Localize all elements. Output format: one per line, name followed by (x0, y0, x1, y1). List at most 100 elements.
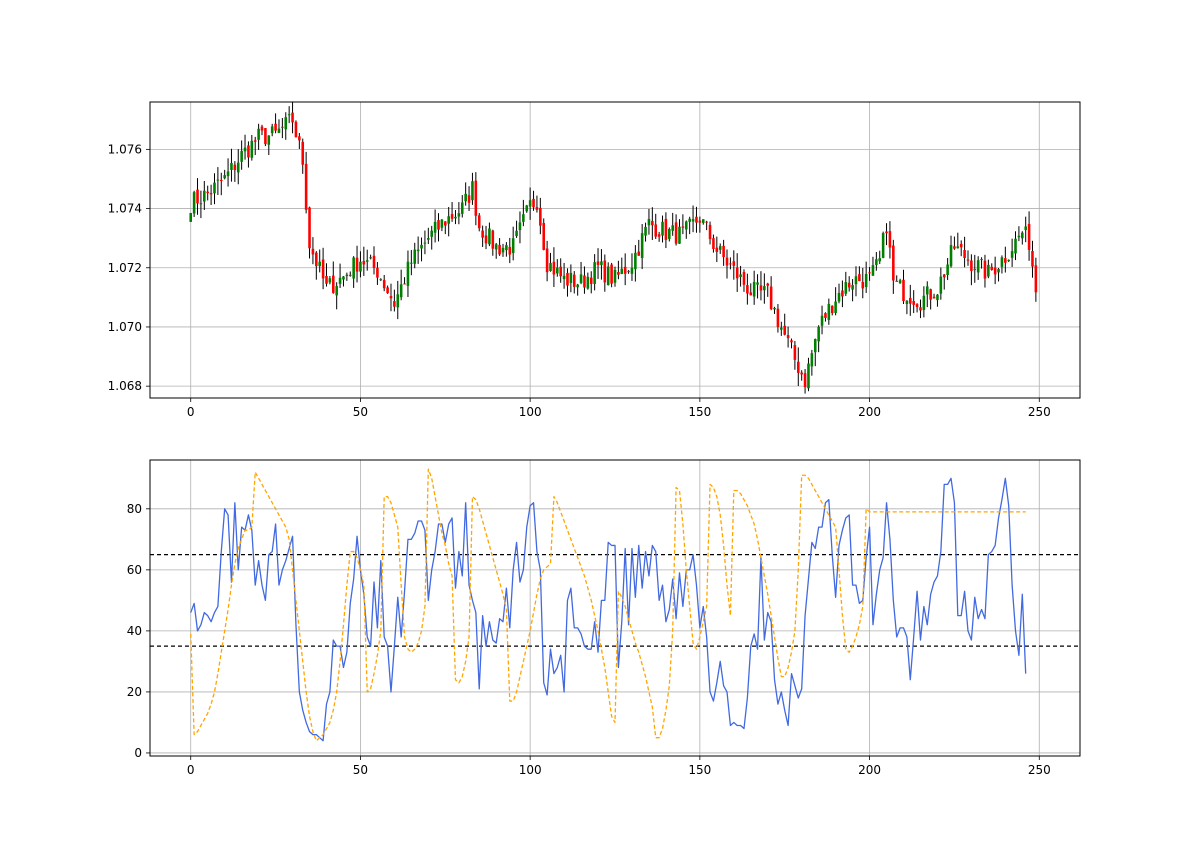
candle-body (756, 282, 759, 285)
candle-body (606, 266, 610, 286)
candle-body (786, 334, 790, 339)
candle-body (403, 283, 406, 285)
candle-body (515, 230, 518, 237)
indicator-y-tick-label: 40 (127, 624, 142, 638)
price-y-tick-label: 1.076 (108, 142, 142, 156)
candle-body (959, 243, 963, 248)
indicator-series-line-solid (190, 477, 1027, 742)
candle-body (847, 282, 851, 288)
candle-body (270, 126, 274, 134)
indicator-x-tick-label: 150 (688, 763, 711, 777)
candle-body (701, 219, 705, 223)
candle-body (386, 287, 389, 294)
candle-body (949, 245, 953, 267)
indicator-axis-ticks: 0 50 100 150 200 250 0 20 40 60 80 (127, 502, 1051, 777)
price-y-tick-label: 1.068 (108, 379, 142, 393)
price-candlestick-chart: 0 50 100 150 200 250 1.068 1.070 1.072 1.074 1.076 (108, 101, 1081, 419)
candle-body (277, 128, 281, 133)
candle-body (769, 286, 773, 309)
candle-body (559, 266, 562, 277)
candle-body (780, 327, 783, 330)
candle-body (460, 202, 464, 214)
candle-body (742, 272, 746, 285)
candle-body (735, 267, 739, 279)
candle-body (328, 278, 332, 283)
candle-body (888, 231, 892, 248)
candle-body (766, 283, 770, 286)
candle-body (213, 182, 216, 194)
candle-body (651, 220, 654, 226)
candle-body (192, 192, 196, 214)
candle-body (746, 285, 749, 294)
candle-body (688, 218, 691, 222)
candle-body (267, 135, 271, 145)
candle-body (732, 261, 736, 266)
candle-body (281, 126, 284, 128)
candle-body (572, 274, 576, 287)
candle-body (406, 261, 410, 286)
candle-body (525, 205, 529, 212)
candle-body (457, 213, 461, 217)
candle-body (715, 247, 719, 252)
price-x-tick-label: 200 (858, 405, 881, 419)
candle-body (922, 295, 926, 310)
candle-body (739, 274, 742, 278)
candle-body (549, 262, 552, 272)
candle-body (1024, 226, 1027, 231)
candle-body (892, 245, 895, 281)
candle-body (600, 261, 603, 266)
candle-body (817, 326, 820, 342)
candle-body (596, 261, 600, 265)
indicator-x-tick-label: 50 (353, 763, 368, 777)
candle-body (684, 221, 688, 230)
candle-body (1010, 251, 1014, 258)
candle-body (484, 235, 488, 244)
candle-body (362, 260, 366, 265)
candle-body (881, 233, 885, 258)
candle-body (287, 114, 291, 116)
candle-body (359, 261, 362, 272)
candle-body (946, 264, 949, 276)
candle-body (705, 221, 708, 223)
candle-body (233, 164, 237, 171)
candle-body (905, 300, 909, 304)
candle-body (189, 212, 193, 222)
candle-body (562, 275, 566, 280)
candle-body (491, 230, 495, 249)
candle-body (807, 363, 810, 389)
candle-body (219, 179, 223, 182)
candle-body (987, 264, 990, 277)
candle-body (450, 214, 454, 219)
candle-body (311, 248, 315, 255)
candle-body (505, 245, 508, 251)
candle-body (494, 244, 498, 250)
indicator-y-tick-label: 0 (134, 746, 142, 760)
candle-body (668, 228, 671, 239)
candle-body (895, 280, 899, 282)
candle-body (522, 214, 525, 222)
candle-body (637, 251, 641, 256)
candle-body (698, 220, 702, 223)
candle-body (556, 267, 559, 274)
candle-body (382, 280, 386, 289)
candle-body (196, 189, 199, 204)
candle-body (413, 249, 417, 264)
candle-body (511, 238, 515, 254)
indicator-x-tick-label: 200 (858, 763, 881, 777)
candle-body (820, 315, 824, 326)
candle-body (800, 372, 803, 375)
candle-body (253, 140, 257, 142)
candle-body (206, 191, 209, 194)
candle-body (331, 275, 335, 293)
candle-body (875, 259, 878, 265)
candle-body (593, 262, 596, 284)
candle-body (501, 247, 505, 253)
candle-body (993, 267, 997, 275)
candle-body (729, 263, 732, 265)
candle-body (467, 195, 471, 203)
candle-body (199, 203, 203, 205)
candle-body (997, 269, 1000, 273)
candle-body (243, 147, 247, 152)
candle-body (909, 297, 912, 304)
candle-body (583, 275, 586, 288)
